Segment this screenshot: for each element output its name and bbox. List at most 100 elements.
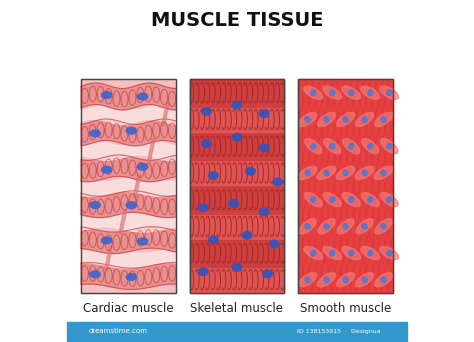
Ellipse shape xyxy=(337,219,354,234)
Ellipse shape xyxy=(273,178,283,186)
Ellipse shape xyxy=(137,93,148,100)
Ellipse shape xyxy=(361,86,380,100)
Ellipse shape xyxy=(381,224,386,229)
Ellipse shape xyxy=(202,108,211,115)
Ellipse shape xyxy=(362,117,367,122)
Polygon shape xyxy=(81,212,176,232)
Ellipse shape xyxy=(381,170,386,176)
Ellipse shape xyxy=(305,117,310,122)
Polygon shape xyxy=(190,187,284,212)
Ellipse shape xyxy=(263,270,272,278)
Ellipse shape xyxy=(311,90,316,96)
Ellipse shape xyxy=(337,273,355,287)
Ellipse shape xyxy=(198,204,208,211)
Text: Smooth muscle: Smooth muscle xyxy=(300,302,391,315)
Ellipse shape xyxy=(356,219,373,234)
Ellipse shape xyxy=(270,240,279,248)
Polygon shape xyxy=(81,176,176,196)
Ellipse shape xyxy=(324,139,341,154)
Ellipse shape xyxy=(259,208,269,216)
Polygon shape xyxy=(81,227,176,253)
Ellipse shape xyxy=(349,90,354,96)
Polygon shape xyxy=(190,214,284,239)
Ellipse shape xyxy=(362,224,367,229)
Ellipse shape xyxy=(356,273,374,287)
Text: Cardiac muscle: Cardiac muscle xyxy=(83,302,174,315)
Ellipse shape xyxy=(368,90,373,96)
Ellipse shape xyxy=(209,236,218,244)
Polygon shape xyxy=(105,247,112,269)
Polygon shape xyxy=(190,80,284,105)
Bar xyxy=(67,322,407,341)
Ellipse shape xyxy=(323,86,342,100)
Polygon shape xyxy=(190,107,284,132)
Ellipse shape xyxy=(259,144,269,152)
Ellipse shape xyxy=(368,250,373,256)
Ellipse shape xyxy=(355,166,374,180)
Ellipse shape xyxy=(374,166,393,180)
Ellipse shape xyxy=(324,117,329,122)
Bar xyxy=(190,79,284,293)
Ellipse shape xyxy=(90,202,100,208)
Ellipse shape xyxy=(387,143,392,149)
Ellipse shape xyxy=(330,250,335,256)
Ellipse shape xyxy=(387,197,392,202)
Bar xyxy=(190,79,284,293)
Ellipse shape xyxy=(380,86,399,100)
Polygon shape xyxy=(190,240,284,266)
Text: ID 138153915  ·  Designua: ID 138153915 · Designua xyxy=(297,329,381,334)
Ellipse shape xyxy=(304,247,323,260)
Ellipse shape xyxy=(299,273,317,287)
Ellipse shape xyxy=(304,86,323,100)
Text: dreamstime.com: dreamstime.com xyxy=(89,328,148,334)
Ellipse shape xyxy=(387,90,392,96)
Ellipse shape xyxy=(343,117,348,122)
Ellipse shape xyxy=(374,113,392,127)
Text: MUSCLE TISSUE: MUSCLE TISSUE xyxy=(151,11,323,29)
Bar xyxy=(298,79,393,293)
Polygon shape xyxy=(190,160,284,185)
Polygon shape xyxy=(81,104,176,124)
Ellipse shape xyxy=(305,277,310,282)
Ellipse shape xyxy=(368,197,373,202)
Ellipse shape xyxy=(318,273,336,287)
Ellipse shape xyxy=(101,166,112,173)
Ellipse shape xyxy=(324,224,329,229)
Ellipse shape xyxy=(137,238,148,245)
Bar xyxy=(81,79,176,293)
Ellipse shape xyxy=(342,86,361,100)
Ellipse shape xyxy=(343,170,348,176)
Polygon shape xyxy=(81,119,176,146)
Ellipse shape xyxy=(368,143,373,149)
Ellipse shape xyxy=(387,250,392,256)
Ellipse shape xyxy=(324,170,329,176)
Ellipse shape xyxy=(198,268,208,275)
Ellipse shape xyxy=(305,139,322,154)
Ellipse shape xyxy=(299,113,317,127)
Text: Skeletal muscle: Skeletal muscle xyxy=(191,302,283,315)
Ellipse shape xyxy=(330,90,335,96)
Ellipse shape xyxy=(343,224,348,229)
Ellipse shape xyxy=(356,113,374,127)
Bar xyxy=(81,79,176,293)
Ellipse shape xyxy=(90,271,100,278)
Ellipse shape xyxy=(361,193,379,207)
Ellipse shape xyxy=(374,273,392,287)
Ellipse shape xyxy=(380,247,399,260)
Polygon shape xyxy=(119,211,127,234)
Polygon shape xyxy=(81,191,176,218)
Bar xyxy=(190,79,284,293)
Ellipse shape xyxy=(362,277,367,282)
Ellipse shape xyxy=(209,172,218,179)
Polygon shape xyxy=(81,140,176,160)
Bar xyxy=(298,79,393,293)
Ellipse shape xyxy=(349,250,354,256)
Bar xyxy=(81,79,176,293)
Polygon shape xyxy=(81,263,176,289)
Polygon shape xyxy=(190,134,284,159)
Ellipse shape xyxy=(232,133,242,141)
Ellipse shape xyxy=(318,113,336,127)
Ellipse shape xyxy=(232,101,242,109)
Ellipse shape xyxy=(305,170,310,176)
Ellipse shape xyxy=(305,224,310,229)
